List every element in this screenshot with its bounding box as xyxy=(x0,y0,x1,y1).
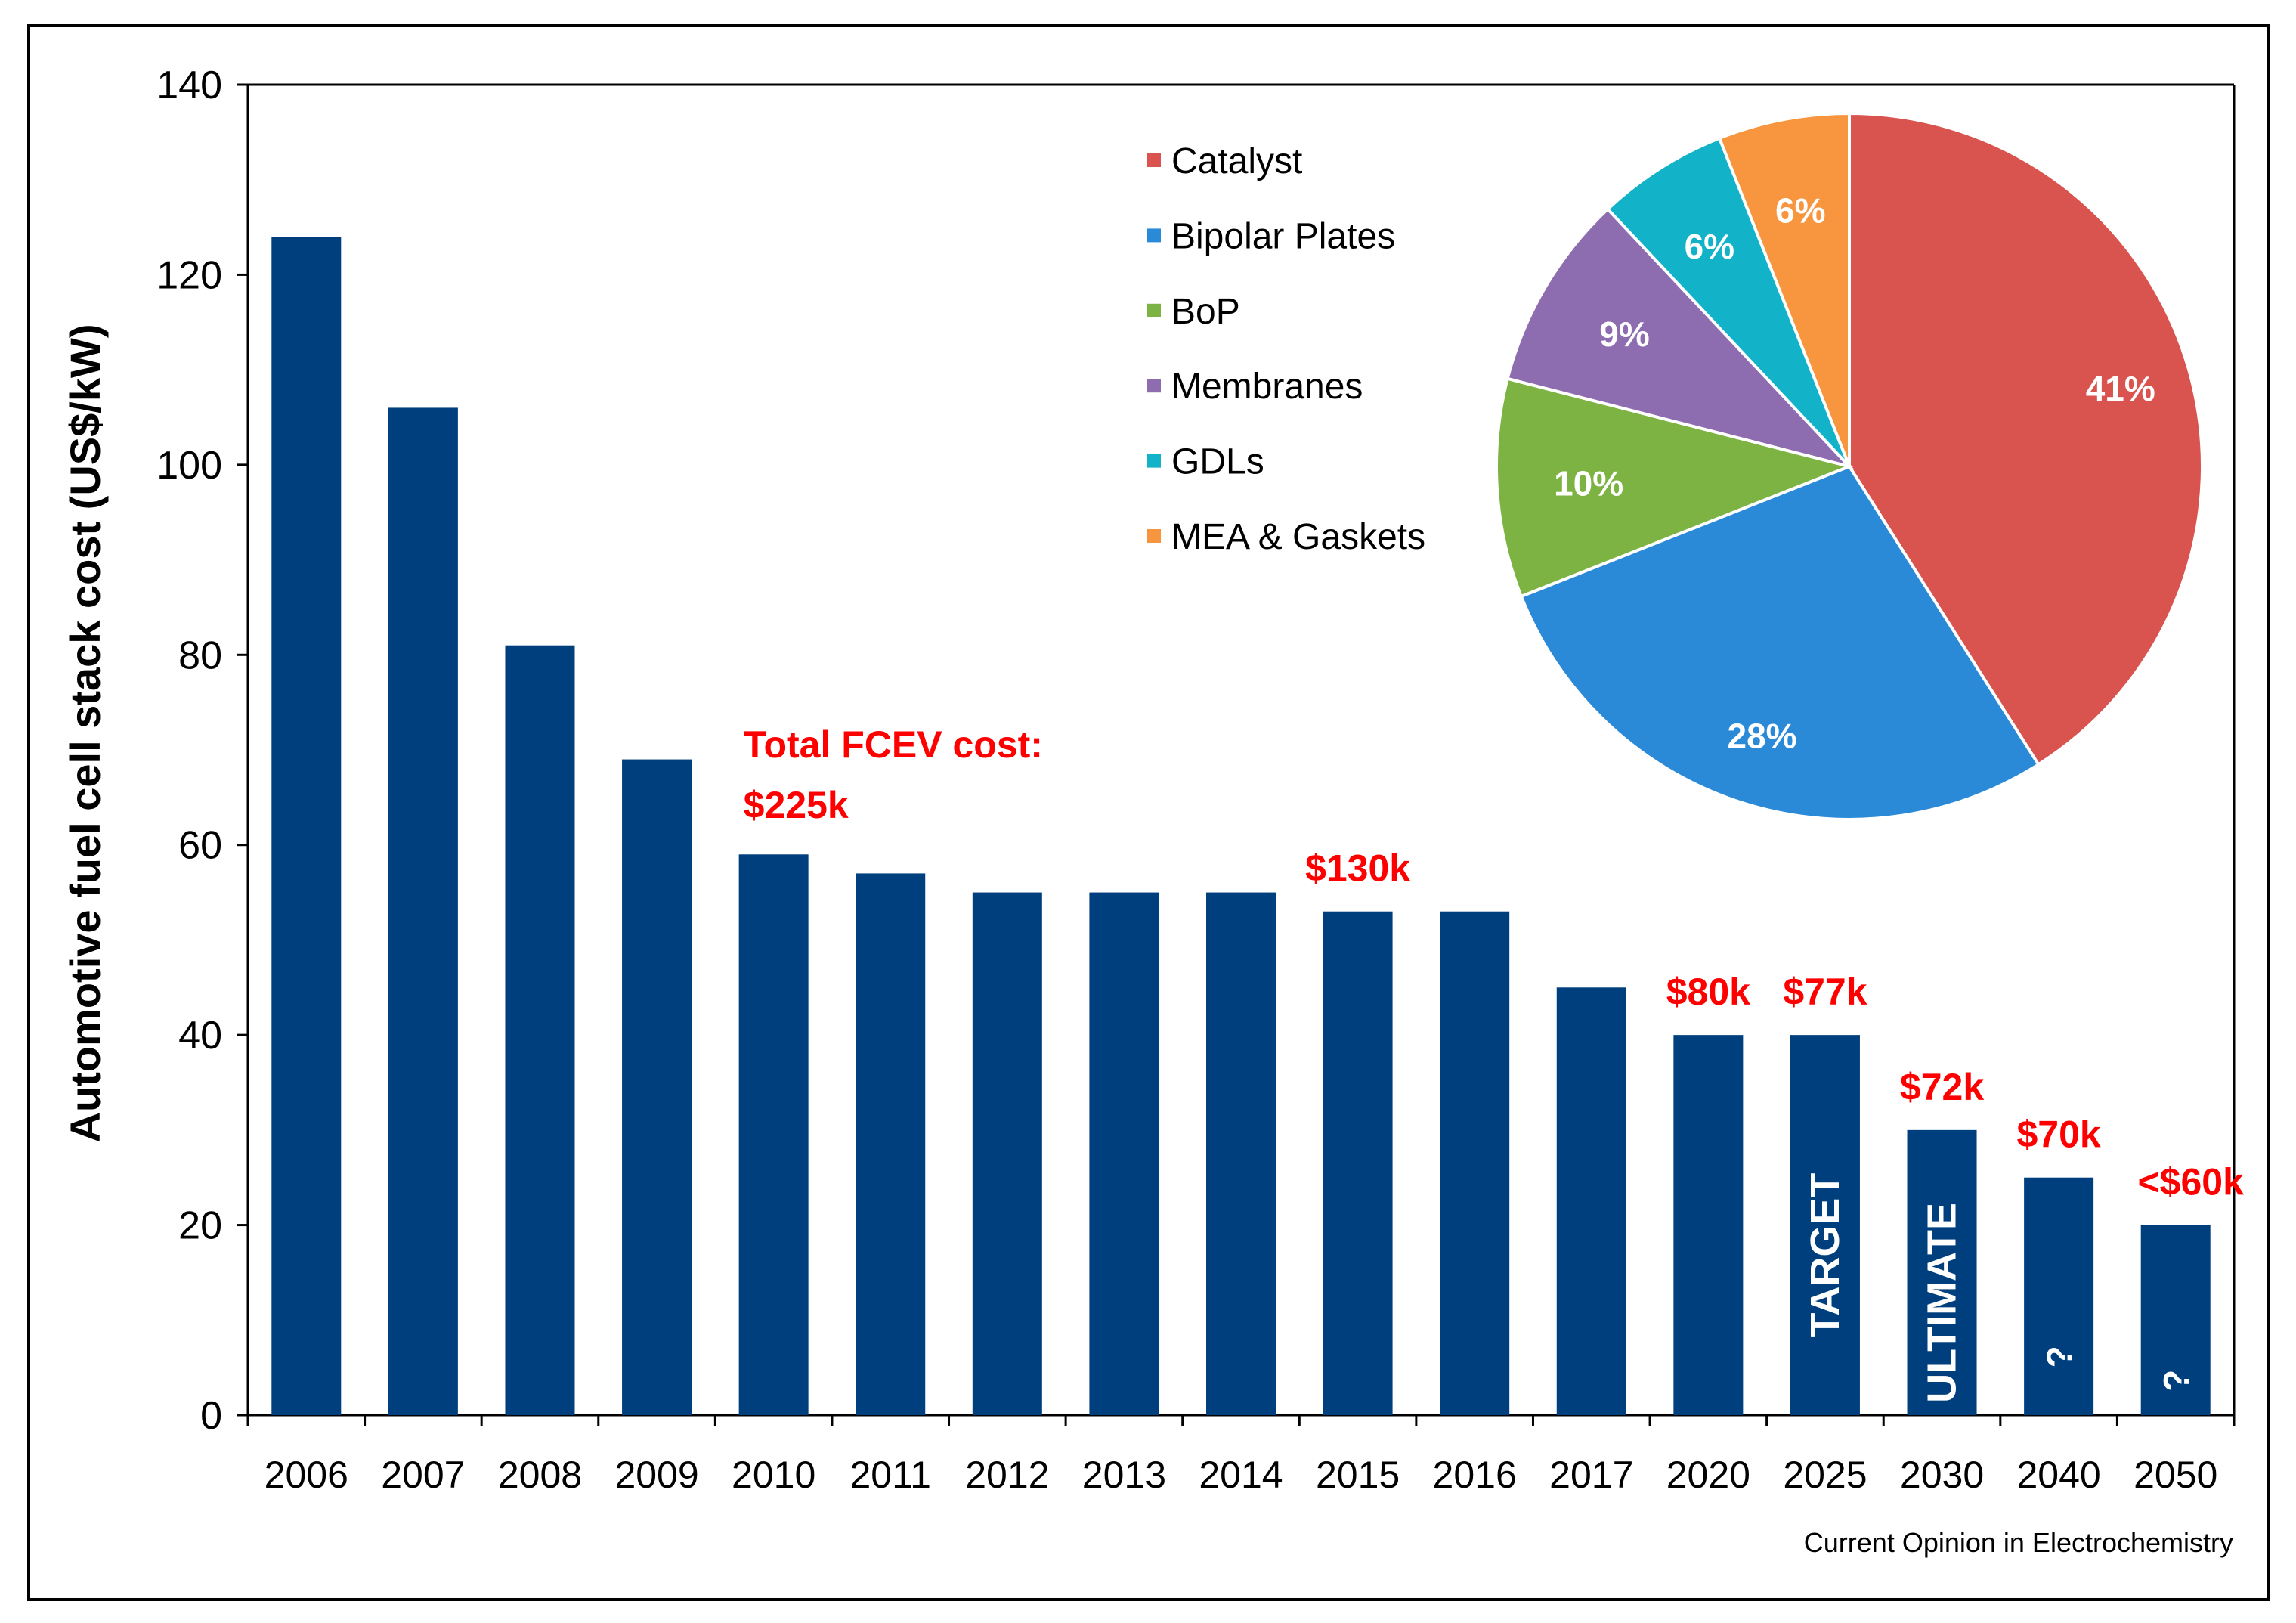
bar-2017 xyxy=(1556,987,1626,1415)
y-tick-label: 60 xyxy=(178,824,222,868)
bar-2015 xyxy=(1323,911,1393,1415)
bar-inner-labels: TARGET ULTIMATE?? xyxy=(1802,1173,2198,1403)
legend-label: Membranes xyxy=(1171,367,1363,407)
bar-2006 xyxy=(271,237,342,1416)
x-tick-label: 2040 xyxy=(2017,1454,2101,1496)
cost-annotation: $72k xyxy=(1900,1066,1984,1108)
y-axis-ticks: 0 20 40 60 80 100 120 140 xyxy=(156,63,248,1438)
annotation-line1: Total FCEV cost: xyxy=(744,723,1043,766)
annotation-line2: $225k xyxy=(744,784,849,826)
bar-2009 xyxy=(622,759,692,1415)
y-tick-label: 20 xyxy=(178,1204,222,1248)
pie-slice-label: 6% xyxy=(1685,227,1734,266)
legend-swatch xyxy=(1147,153,1161,167)
pie-legend: Catalyst Bipolar Plates BoP Membranes GDLs ME… xyxy=(1147,141,1425,557)
legend-swatch xyxy=(1147,303,1161,317)
x-tick-label: 2010 xyxy=(732,1454,815,1496)
cost-annotation: $77k xyxy=(1783,971,1867,1013)
bar-inner-label: ? xyxy=(2041,1346,2081,1367)
legend-swatch xyxy=(1147,379,1161,393)
pie-chart: 41% 28% 10% 9% 6% 6% xyxy=(1495,111,2204,821)
y-axis-label: Automotive fuel cell stack cost (US$/kW) xyxy=(61,324,109,1143)
bar-2025 xyxy=(1790,1035,1860,1415)
bar-2008 xyxy=(505,645,575,1415)
pie-slice-label: 28% xyxy=(1728,716,1797,755)
bar-2013 xyxy=(1089,892,1159,1415)
cost-annotation: $80k xyxy=(1666,971,1750,1013)
legend-label: MEA & Gaskets xyxy=(1171,517,1425,557)
bar-2011 xyxy=(856,873,926,1415)
cost-annotation: $130k xyxy=(1305,847,1410,890)
bar-2012 xyxy=(972,892,1042,1415)
x-tick-label: 2009 xyxy=(614,1454,698,1496)
x-tick-label: 2006 xyxy=(265,1454,348,1496)
cost-annotations: Total FCEV cost: $225k $130k $80k $77k $72k $7… xyxy=(744,723,2244,1203)
pie-slice-label: 41% xyxy=(2086,369,2155,408)
y-tick-label: 120 xyxy=(156,253,222,297)
bar-2007 xyxy=(388,407,458,1415)
legend-label: Catalyst xyxy=(1171,141,1302,181)
x-tick-label: 2050 xyxy=(2134,1454,2217,1496)
x-tick-label: 2008 xyxy=(498,1454,582,1496)
credit-text: Current Opinion in Electrochemistry xyxy=(1804,1527,2233,1558)
pie-slice-catalyst xyxy=(1848,111,2204,767)
legend-label: GDLs xyxy=(1171,442,1264,482)
legend-swatch xyxy=(1147,529,1161,543)
bar-2014 xyxy=(1206,892,1276,1415)
cost-annotation: <$60k xyxy=(2137,1161,2244,1203)
bar-2010 xyxy=(738,854,809,1415)
x-tick-label: 2007 xyxy=(381,1454,465,1496)
x-tick-label: 2012 xyxy=(965,1454,1049,1496)
pie-slice-mea-gaskets xyxy=(1717,111,1851,467)
pie-slice-bop xyxy=(1495,376,1855,599)
cost-annotation: $70k xyxy=(2017,1113,2101,1156)
y-tick-label: 140 xyxy=(156,63,222,107)
x-axis-ticks: 2006 2007 2008 2009 2010 2011 2012 2013 2014 2015… xyxy=(246,1415,2236,1496)
x-tick-label: 2025 xyxy=(1783,1454,1867,1496)
bar-2016 xyxy=(1440,911,1510,1415)
x-tick-label: 2030 xyxy=(1900,1454,1984,1496)
bar-2020 xyxy=(1673,1035,1744,1415)
bar-2050 xyxy=(2140,1225,2211,1415)
legend-label: Bipolar Plates xyxy=(1171,216,1395,256)
pie-slice-label: 10% xyxy=(1554,464,1623,503)
legend-swatch xyxy=(1147,228,1161,243)
legend-label: BoP xyxy=(1171,292,1240,332)
y-tick-label: 100 xyxy=(156,444,222,488)
x-tick-label: 2020 xyxy=(1666,1454,1750,1496)
legend-swatch xyxy=(1147,454,1161,468)
pie-slice-membranes xyxy=(1505,206,1855,469)
y-tick-label: 80 xyxy=(178,633,222,677)
bar-series xyxy=(271,237,2211,1416)
x-tick-label: 2015 xyxy=(1316,1454,1400,1496)
bar-2030 xyxy=(1907,1129,1977,1415)
pie-slice-bipolar-plates xyxy=(1519,464,2041,821)
bar-inner-label: TARGET xyxy=(1802,1173,1848,1338)
x-tick-label: 2017 xyxy=(1549,1454,1633,1496)
pie-slice-label: 6% xyxy=(1775,191,1825,231)
bar-inner-label: ULTIMATE xyxy=(1920,1203,1965,1403)
bar-2040 xyxy=(2024,1177,2094,1415)
pie-slice-gdls xyxy=(1605,136,1851,468)
x-tick-label: 2014 xyxy=(1199,1454,1283,1496)
y-tick-label: 0 xyxy=(200,1394,222,1438)
x-tick-label: 2016 xyxy=(1433,1454,1517,1496)
x-tick-label: 2013 xyxy=(1082,1454,1166,1496)
pie-slice-label: 9% xyxy=(1599,314,1649,354)
x-tick-label: 2011 xyxy=(849,1454,931,1496)
y-tick-label: 40 xyxy=(178,1014,222,1058)
bar-inner-label: ? xyxy=(2158,1370,2198,1392)
